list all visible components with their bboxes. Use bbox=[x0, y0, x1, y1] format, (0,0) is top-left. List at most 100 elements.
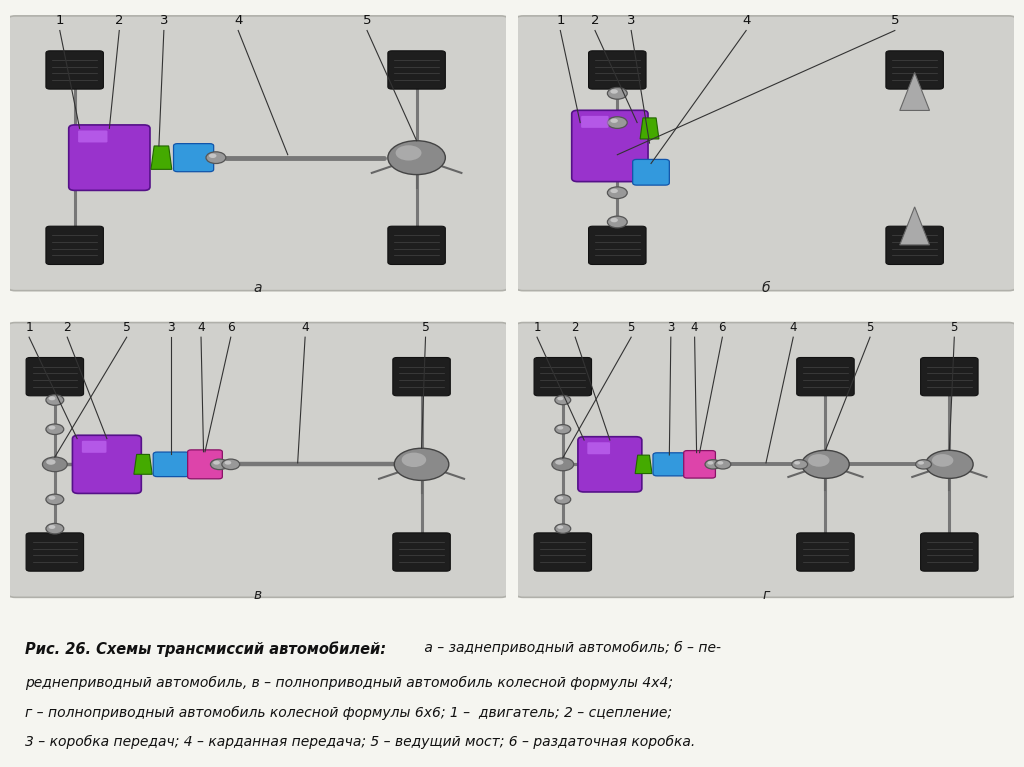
FancyBboxPatch shape bbox=[69, 125, 150, 190]
Circle shape bbox=[715, 459, 731, 469]
FancyBboxPatch shape bbox=[26, 533, 84, 571]
FancyBboxPatch shape bbox=[886, 51, 943, 89]
Circle shape bbox=[795, 461, 800, 465]
Text: г: г bbox=[762, 588, 770, 602]
Circle shape bbox=[607, 187, 628, 199]
Text: 5: 5 bbox=[422, 321, 429, 334]
Circle shape bbox=[705, 459, 721, 469]
Circle shape bbox=[557, 496, 563, 499]
Polygon shape bbox=[134, 454, 153, 474]
Circle shape bbox=[48, 397, 55, 400]
Text: 5: 5 bbox=[123, 321, 131, 334]
Circle shape bbox=[610, 218, 617, 222]
Text: 1: 1 bbox=[26, 321, 33, 334]
FancyBboxPatch shape bbox=[388, 226, 445, 265]
FancyBboxPatch shape bbox=[797, 533, 854, 571]
FancyBboxPatch shape bbox=[393, 357, 451, 396]
FancyBboxPatch shape bbox=[46, 51, 103, 89]
Circle shape bbox=[46, 523, 63, 534]
FancyBboxPatch shape bbox=[516, 323, 1016, 597]
Polygon shape bbox=[151, 146, 172, 170]
Text: 5: 5 bbox=[362, 14, 372, 27]
Circle shape bbox=[607, 117, 628, 128]
Circle shape bbox=[808, 454, 829, 467]
Text: 1: 1 bbox=[534, 321, 541, 334]
FancyBboxPatch shape bbox=[588, 443, 610, 454]
FancyBboxPatch shape bbox=[684, 450, 716, 478]
FancyBboxPatch shape bbox=[886, 226, 943, 265]
FancyBboxPatch shape bbox=[73, 435, 141, 493]
Circle shape bbox=[718, 461, 723, 465]
FancyBboxPatch shape bbox=[78, 130, 108, 143]
Circle shape bbox=[46, 424, 63, 435]
Circle shape bbox=[708, 461, 714, 465]
Text: 2: 2 bbox=[115, 14, 124, 27]
Text: 5: 5 bbox=[628, 321, 635, 334]
FancyBboxPatch shape bbox=[82, 441, 106, 453]
Text: 3: 3 bbox=[668, 321, 675, 334]
Circle shape bbox=[48, 525, 55, 529]
Circle shape bbox=[394, 448, 449, 480]
Text: 1: 1 bbox=[556, 14, 564, 27]
Polygon shape bbox=[640, 118, 658, 139]
Text: 5: 5 bbox=[950, 321, 958, 334]
Text: 3 – коробка передач; 4 – карданная передача; 5 – ведущий мост; 6 – раздаточная к: 3 – коробка передач; 4 – карданная перед… bbox=[26, 735, 695, 749]
FancyBboxPatch shape bbox=[516, 16, 1016, 291]
Circle shape bbox=[48, 426, 55, 430]
Circle shape bbox=[46, 459, 55, 465]
Circle shape bbox=[552, 458, 573, 471]
FancyBboxPatch shape bbox=[589, 226, 646, 265]
Text: 5: 5 bbox=[891, 14, 899, 27]
FancyBboxPatch shape bbox=[921, 357, 978, 396]
Text: реднеприводный автомобиль, в – полноприводный автомобиль колесной формулы 4х4;: реднеприводный автомобиль, в – полноприв… bbox=[26, 676, 674, 690]
FancyBboxPatch shape bbox=[921, 533, 978, 571]
FancyBboxPatch shape bbox=[797, 357, 854, 396]
Circle shape bbox=[211, 459, 228, 469]
FancyBboxPatch shape bbox=[535, 533, 592, 571]
Circle shape bbox=[555, 395, 570, 405]
Circle shape bbox=[926, 450, 973, 479]
Circle shape bbox=[607, 216, 628, 228]
Text: 5: 5 bbox=[866, 321, 873, 334]
FancyBboxPatch shape bbox=[589, 51, 646, 89]
FancyBboxPatch shape bbox=[388, 51, 445, 89]
Text: б: б bbox=[762, 281, 770, 295]
Circle shape bbox=[557, 426, 563, 430]
Circle shape bbox=[209, 153, 216, 158]
Circle shape bbox=[915, 459, 932, 469]
FancyBboxPatch shape bbox=[8, 323, 508, 597]
Circle shape bbox=[557, 397, 563, 400]
Polygon shape bbox=[900, 207, 930, 245]
Circle shape bbox=[388, 140, 445, 175]
Text: а – заднеприводный автомобиль; б – пе-: а – заднеприводный автомобиль; б – пе- bbox=[420, 641, 721, 655]
Circle shape bbox=[222, 459, 240, 469]
FancyBboxPatch shape bbox=[582, 116, 608, 128]
Polygon shape bbox=[635, 455, 652, 473]
Text: 3: 3 bbox=[167, 321, 175, 334]
Circle shape bbox=[401, 453, 426, 467]
FancyBboxPatch shape bbox=[653, 453, 686, 476]
FancyBboxPatch shape bbox=[393, 533, 451, 571]
Circle shape bbox=[555, 495, 570, 504]
FancyBboxPatch shape bbox=[187, 450, 222, 479]
Text: а: а bbox=[254, 281, 262, 295]
Circle shape bbox=[555, 524, 570, 533]
Circle shape bbox=[555, 425, 570, 434]
FancyBboxPatch shape bbox=[46, 226, 103, 265]
Text: 4: 4 bbox=[691, 321, 698, 334]
Circle shape bbox=[48, 495, 55, 500]
Text: 4: 4 bbox=[742, 14, 751, 27]
Text: 6: 6 bbox=[227, 321, 234, 334]
Text: 3: 3 bbox=[627, 14, 636, 27]
Circle shape bbox=[206, 152, 226, 163]
Circle shape bbox=[610, 89, 617, 94]
Circle shape bbox=[792, 459, 808, 469]
Text: г – полноприводный автомобиль колесной формулы 6х6; 1 –  двигатель; 2 – сцеплени: г – полноприводный автомобиль колесной ф… bbox=[26, 706, 673, 719]
Circle shape bbox=[46, 494, 63, 505]
Circle shape bbox=[802, 450, 849, 479]
Circle shape bbox=[395, 145, 422, 160]
Text: 2: 2 bbox=[63, 321, 71, 334]
FancyBboxPatch shape bbox=[633, 160, 670, 185]
Text: 4: 4 bbox=[234, 14, 243, 27]
FancyBboxPatch shape bbox=[535, 357, 592, 396]
